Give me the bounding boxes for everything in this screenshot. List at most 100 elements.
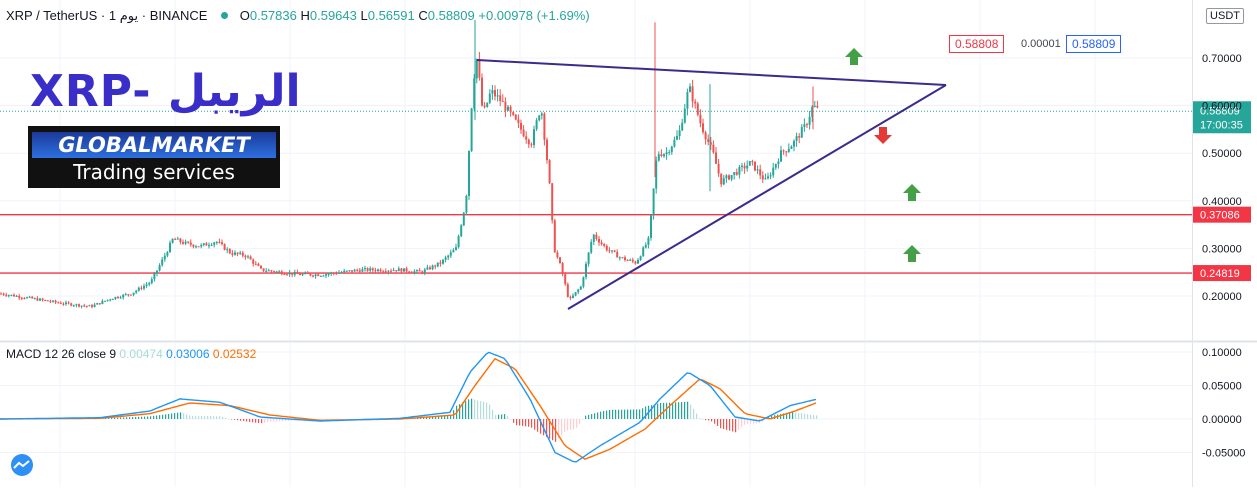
macd-histogram-bar [261, 419, 263, 424]
candle [119, 297, 122, 299]
candle [499, 95, 502, 101]
candle [631, 259, 634, 262]
candle [465, 195, 468, 213]
macd-histogram-bar [231, 419, 233, 420]
down-arrow-icon [874, 127, 892, 144]
macd-histogram-bar [552, 419, 554, 441]
macd-histogram-bar [609, 409, 611, 419]
macd-axis-label: 0.05000 [1202, 381, 1242, 393]
currency-button[interactable]: USDT [1206, 8, 1244, 24]
candle [117, 296, 119, 298]
ask-tag[interactable]: 0.58809 [1066, 35, 1122, 53]
macd-histogram-bar [210, 416, 212, 419]
candle [192, 244, 195, 247]
low-label: L [360, 8, 368, 23]
macd-histogram-bar [804, 413, 806, 419]
macd-histogram-bar [573, 419, 575, 430]
interval-label[interactable]: 1 يوم [108, 8, 139, 23]
tradingview-logo-icon[interactable] [8, 453, 36, 477]
candle [798, 136, 801, 138]
macd-histogram-bar [603, 411, 605, 419]
candle [41, 298, 44, 300]
candle [650, 215, 652, 238]
macd-histogram-bar [126, 417, 128, 419]
candle [808, 116, 811, 125]
candle [462, 212, 465, 226]
candle [317, 274, 320, 277]
candle [426, 267, 429, 270]
macd-histogram-bar [168, 413, 170, 419]
candle [249, 256, 252, 260]
candle [517, 119, 520, 123]
candle [299, 273, 301, 276]
candle [210, 244, 213, 246]
macd-histogram-bar [159, 415, 161, 419]
macd-histogram-bar [720, 419, 722, 429]
candle [104, 300, 106, 302]
bid-tag[interactable]: 0.58808 [949, 35, 1005, 53]
macd-histogram-bar [129, 417, 131, 419]
macd-histogram-bar [669, 402, 671, 419]
macd-histogram-bar [474, 399, 476, 419]
macd-label[interactable]: MACD 12 26 close 9 [6, 347, 117, 361]
candle [215, 241, 218, 243]
macd-histogram-bar [666, 402, 668, 419]
macd-histogram-bar [540, 419, 542, 434]
macd-histogram-bar [813, 414, 815, 419]
candle [561, 263, 564, 275]
macd-histogram-bar [195, 415, 197, 419]
up-arrow-icon [845, 48, 863, 65]
candle [598, 238, 600, 243]
macd-histogram-bar [288, 419, 290, 421]
candle [486, 102, 489, 107]
candle [57, 302, 60, 304]
candle [26, 297, 28, 299]
candle [527, 139, 530, 145]
symbol-name[interactable]: XRP / TetherUS [6, 8, 98, 23]
candle [304, 273, 307, 275]
candle [270, 270, 273, 272]
macd-histogram-bar [618, 409, 620, 419]
candle [538, 115, 541, 121]
macd-histogram-bar [510, 419, 512, 420]
candle [743, 165, 746, 169]
macd-histogram-bar [570, 419, 572, 430]
signal-line [0, 357, 817, 460]
candle [176, 238, 179, 240]
candle [678, 130, 681, 136]
candle [301, 274, 304, 276]
candle [660, 154, 663, 157]
candle [494, 90, 496, 97]
candle [293, 272, 296, 275]
macd-histogram-bar [513, 419, 515, 423]
candle [384, 271, 387, 273]
candle [481, 77, 483, 106]
candle [746, 165, 749, 169]
candle [23, 297, 26, 299]
candle [618, 257, 621, 259]
macd-histogram-bar [219, 416, 221, 419]
candle [231, 253, 234, 255]
macd-histogram-bar [504, 414, 506, 419]
macd-histogram-bar [642, 408, 644, 419]
candle [275, 271, 278, 273]
candle [715, 152, 717, 164]
candle [447, 255, 450, 258]
candle [400, 268, 403, 272]
candle [751, 161, 754, 163]
candle [254, 263, 257, 265]
candle [811, 106, 814, 117]
macd-histogram-bar [105, 418, 107, 419]
candle [283, 274, 286, 276]
candle [187, 241, 190, 243]
candle [371, 268, 374, 271]
candle [410, 272, 413, 274]
macd-histogram-bar [336, 419, 338, 420]
macd-histogram-bar [630, 409, 632, 419]
candle [31, 296, 34, 299]
candle [114, 296, 117, 299]
macd-histogram-bar [447, 416, 449, 419]
candle [720, 173, 723, 185]
